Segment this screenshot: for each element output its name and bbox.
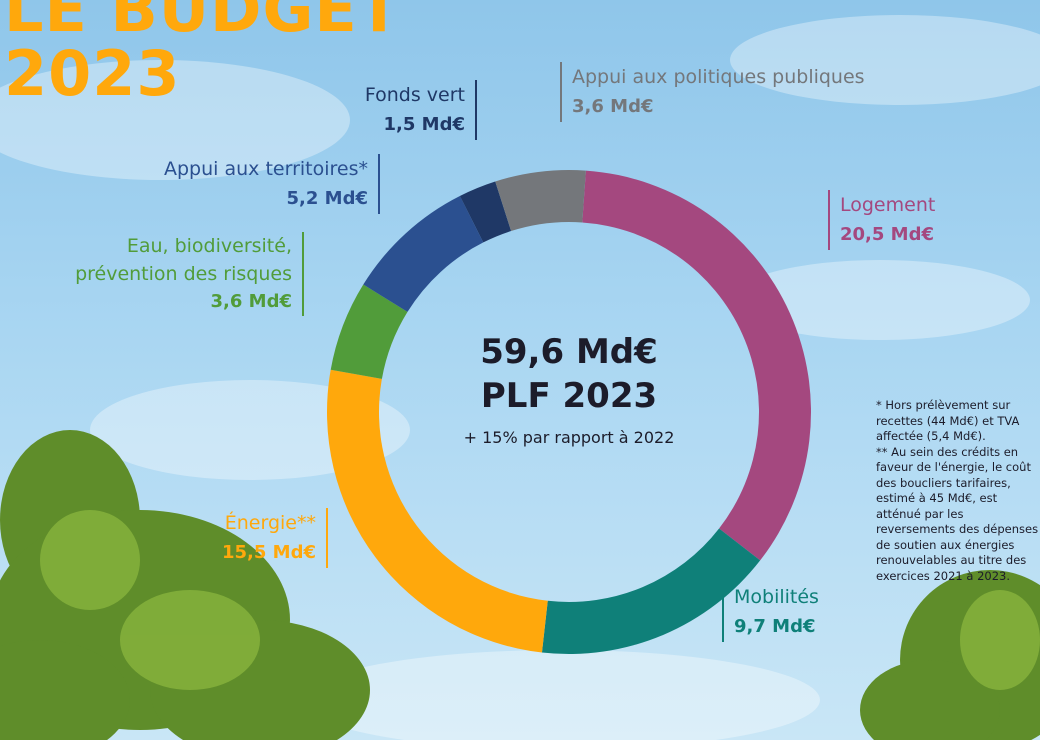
footnote: ** Au sein des crédits en faveur de l'én… <box>876 444 1039 583</box>
donut-segment <box>327 369 548 653</box>
category-name: Eau, biodiversité, prévention des risque… <box>75 235 292 285</box>
donut-segment <box>459 181 512 243</box>
chart-title: LE BUDGET 2023 <box>4 0 402 110</box>
category-name: Appui aux politiques publiques <box>572 66 865 88</box>
donut-segment <box>541 528 761 654</box>
segment-label: Logement 20,5 Md€ <box>828 190 935 250</box>
segment-label: Mobilités 9,7 Md€ <box>722 582 819 642</box>
category-name: Logement <box>840 194 936 216</box>
value-label: 20,5 Md€ <box>840 224 934 245</box>
category-name: Mobilités <box>734 586 819 608</box>
center-note: + 15% par rapport à 2022 <box>463 428 675 447</box>
segment-label: Énergie** 15,5 Md€ <box>222 508 328 568</box>
segment-label: Fonds vert 1,5 Md€ <box>365 80 477 140</box>
segment-label: Eau, biodiversité, prévention des risque… <box>42 232 304 316</box>
donut-segment <box>363 196 484 312</box>
donut-segment <box>495 170 586 232</box>
segment-label: Appui aux territoires* 5,2 Md€ <box>164 154 380 214</box>
footnotes: * Hors prélèvement sur recettes (44 Md€)… <box>876 398 1040 584</box>
value-label: 3,6 Md€ <box>210 291 292 312</box>
value-label: 15,5 Md€ <box>222 542 316 563</box>
category-name: Appui aux territoires* <box>164 158 368 180</box>
center-text: 59,6 Md€ PLF 2023 + 15% par rapport à 20… <box>419 330 719 447</box>
segment-label: Appui aux politiques publiques 3,6 Md€ <box>560 62 865 122</box>
donut-segment <box>330 284 408 379</box>
value-label: 9,7 Md€ <box>734 616 816 637</box>
center-title: 59,6 Md€ <box>480 332 658 372</box>
value-label: 5,2 Md€ <box>286 188 368 209</box>
center-subtitle: PLF 2023 <box>480 376 658 416</box>
value-label: 3,6 Md€ <box>572 96 654 117</box>
value-label: 1,5 Md€ <box>383 114 465 135</box>
category-name: Énergie** <box>224 512 316 534</box>
donut-segment <box>582 170 811 561</box>
footnote: * Hors prélèvement sur recettes (44 Md€)… <box>876 398 1020 443</box>
category-name: Fonds vert <box>364 84 465 106</box>
